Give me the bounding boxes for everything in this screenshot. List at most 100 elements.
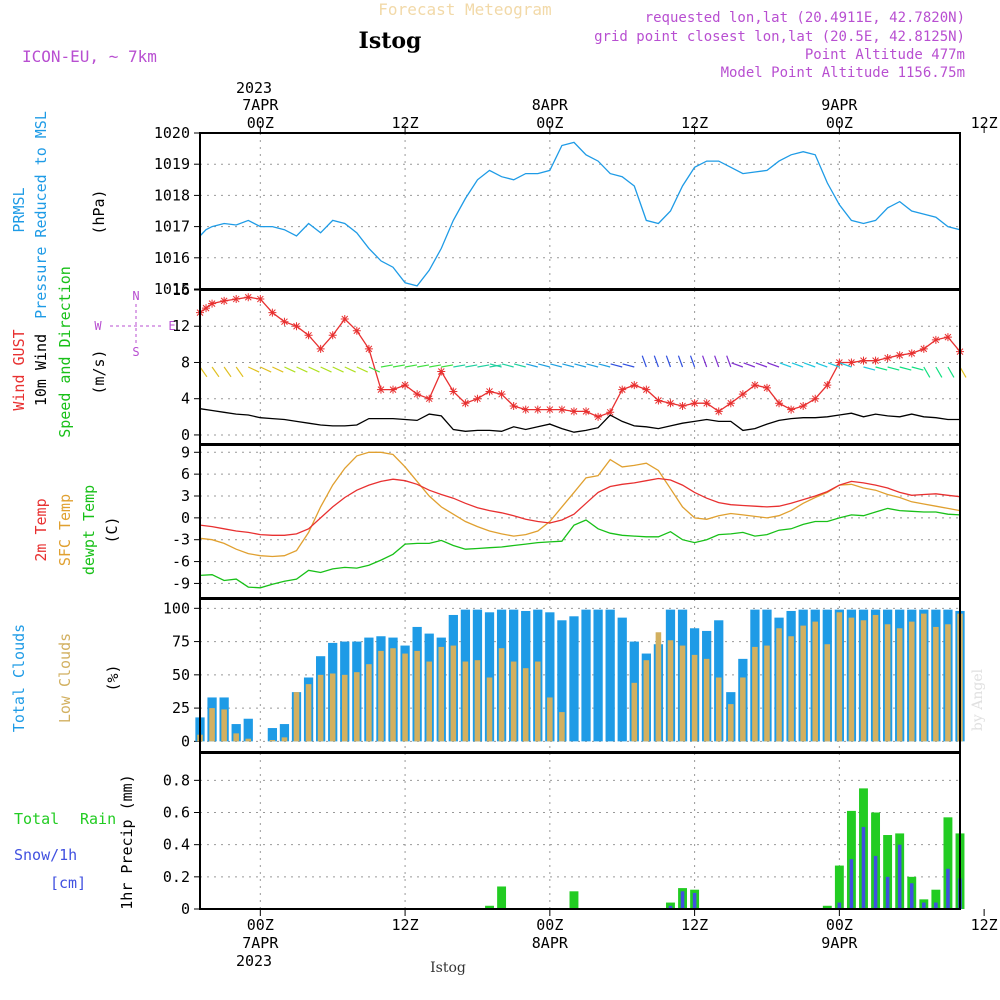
wind-direction-arrow xyxy=(441,364,454,368)
wind-direction-arrow xyxy=(714,355,720,368)
wind-ytick-label: 16 xyxy=(172,281,190,299)
top-hour-label: 12Z xyxy=(971,114,998,132)
bottom-date-label: 9APR xyxy=(821,934,858,952)
total-cloud-bar xyxy=(617,617,627,742)
wind-gust-marker xyxy=(847,358,856,367)
wind-gust-marker xyxy=(702,399,711,408)
low-cloud-bar xyxy=(354,672,360,742)
plot-area: 1015 1016 1017 1018 1019 1020 0 4 8 12 16 -9 -6 -3 0 3 6… xyxy=(154,124,985,918)
dewpt-label: dewpt Temp xyxy=(80,485,98,575)
wind-direction-arrow xyxy=(344,366,356,373)
rain-bar xyxy=(943,817,953,909)
wind-gust-marker xyxy=(437,367,446,376)
wind-direction-arrow xyxy=(501,363,514,368)
wind-direction-arrow xyxy=(356,366,368,373)
low-cloud-bar xyxy=(908,621,915,742)
snow-bar xyxy=(873,855,878,909)
wind-gust-marker xyxy=(461,399,470,408)
snow-bar xyxy=(680,891,685,909)
wind-gust-marker xyxy=(835,358,844,367)
wind-direction-arrow xyxy=(839,362,852,368)
wind-direction-arrow xyxy=(211,366,220,378)
footer-location: Istog xyxy=(430,960,466,976)
low-clouds-label: Low Clouds xyxy=(56,633,74,723)
wind-gust-marker xyxy=(943,333,952,342)
bottom-hour-label: 12Z xyxy=(971,916,998,934)
wind-ytick-label: 4 xyxy=(181,390,190,408)
low-cloud-bar xyxy=(728,704,734,742)
pressure-unit-label: (hPa) xyxy=(90,189,108,234)
wind-gust-marker xyxy=(220,296,229,305)
sfc-temp-line xyxy=(199,451,961,558)
precip-ytick-label: 0.2 xyxy=(163,868,190,886)
wind-direction-arrow xyxy=(320,366,332,373)
compass-s: S xyxy=(132,345,139,359)
low-cloud-bar xyxy=(884,624,891,742)
bottom-hour-label: 00Z xyxy=(536,916,563,934)
wind-direction-arrow xyxy=(726,355,732,368)
wind-direction-arrow xyxy=(284,366,296,373)
wind-gust-marker xyxy=(292,322,301,331)
low-cloud-bar xyxy=(715,677,722,742)
wind-gust-marker xyxy=(376,385,385,394)
precip-panel-frame xyxy=(199,752,961,910)
compass-e: E xyxy=(168,319,175,333)
wind-gust-label: Wind GUST xyxy=(10,329,28,410)
low-cloud-bar xyxy=(836,612,843,742)
wind-gust-marker xyxy=(557,405,566,414)
low-cloud-bar xyxy=(341,674,348,742)
pressure-ytick-label: 1017 xyxy=(154,218,190,236)
t2m-line xyxy=(199,477,961,536)
snow-label: Snow/1h xyxy=(14,846,77,864)
low-cloud-bar xyxy=(860,620,867,742)
wind-direction-arrow xyxy=(477,364,490,368)
low-cloud-bar xyxy=(547,697,553,742)
clouds-ytick-label: 25 xyxy=(172,699,190,717)
wind-gust-marker xyxy=(497,390,506,399)
wind-gust-marker xyxy=(280,317,289,326)
temp-unit-label: (C) xyxy=(103,516,121,543)
pressure-ytick-label: 1019 xyxy=(154,155,190,173)
low-cloud-bar xyxy=(414,650,420,742)
total-label: Total xyxy=(14,810,59,828)
top-date-label: 9APR xyxy=(821,96,858,114)
wind-gust-marker xyxy=(340,314,349,323)
wind-gust-marker xyxy=(473,394,482,403)
low-cloud-bar xyxy=(896,628,903,742)
pressure-panel-frame xyxy=(199,132,961,290)
wind-gust-marker xyxy=(545,405,554,414)
low-cloud-bar xyxy=(462,661,469,742)
wind-direction-arrow xyxy=(272,366,284,373)
wind-direction-arrow xyxy=(815,362,828,368)
low-cloud-bar xyxy=(740,677,746,742)
top-hour-label: 12Z xyxy=(392,114,419,132)
wind-gust-marker xyxy=(569,407,578,416)
requested-coords: requested lon,lat (20.4911E, 42.7820N) xyxy=(645,10,965,26)
wind-direction-arrow xyxy=(677,355,684,368)
wind-gust-marker xyxy=(485,387,494,396)
low-cloud-bar xyxy=(486,677,493,742)
wind-direction-arrow xyxy=(935,366,943,378)
temp-ytick-label: -3 xyxy=(172,531,190,549)
low-cloud-bar xyxy=(233,733,239,742)
wind-gust-marker xyxy=(316,344,325,353)
wind-direction-arrow xyxy=(586,363,599,368)
compass-w: W xyxy=(94,319,102,333)
wind-gust-marker xyxy=(823,381,832,390)
total-cloud-bar xyxy=(569,616,579,742)
top-hour-label: 12Z xyxy=(681,114,708,132)
wind-gust-marker xyxy=(907,349,916,358)
rain-bar xyxy=(931,889,941,909)
total-cloud-bar xyxy=(557,620,567,742)
wind-gust-marker xyxy=(919,344,928,353)
low-cloud-bar xyxy=(474,660,481,742)
low-cloud-bar xyxy=(643,660,650,742)
pressure-panel-labels: PRMSL Pressure Reduced to MSL (hPa) xyxy=(10,111,108,319)
top-year-label: 2023 xyxy=(236,79,272,97)
snow-bar xyxy=(922,902,926,909)
clouds-ytick-label: 100 xyxy=(163,599,190,617)
low-cloud-bar xyxy=(534,661,541,742)
wind-panel-labels: Wind GUST 10m Wind Speed and Direction (… xyxy=(10,266,176,438)
wind-gust-marker xyxy=(509,401,518,410)
